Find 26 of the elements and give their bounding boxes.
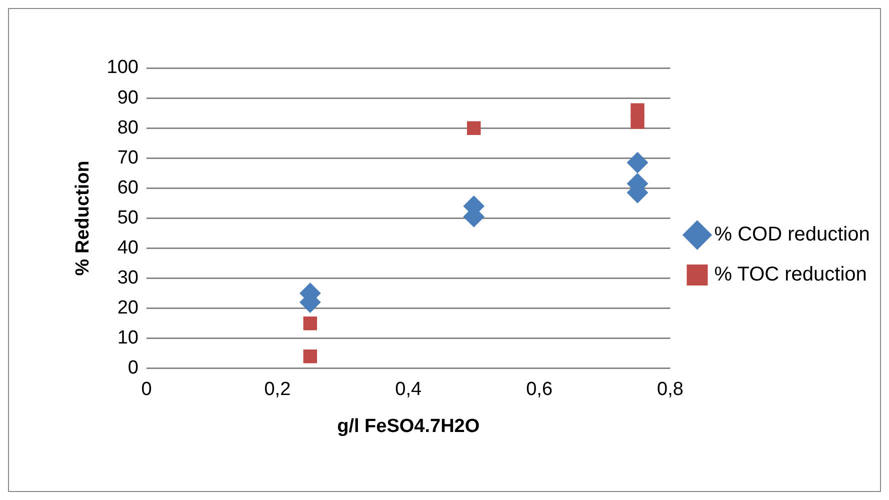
point: [630, 103, 644, 117]
y-tick-label: 20: [117, 298, 138, 319]
point: [303, 316, 318, 330]
y-tick-label: 0: [128, 358, 138, 379]
y-tick-label: 10: [117, 328, 138, 349]
x-tick-label: 0,2: [264, 379, 291, 400]
y-tick-label: 40: [117, 237, 138, 258]
y-tick-label: 100: [106, 57, 138, 78]
legend-label: % TOC reduction: [714, 264, 867, 286]
x-tick-label: 0: [141, 379, 152, 400]
y-tick-label: 80: [117, 117, 138, 138]
point: [627, 152, 648, 174]
y-axis-title: % Reduction: [72, 160, 94, 276]
y-tick-label: 60: [117, 177, 138, 198]
legend-label: % COD reduction: [714, 224, 870, 246]
point: [630, 115, 644, 129]
y-tick-label: 70: [117, 147, 138, 168]
x-tick-label: 0,4: [395, 379, 422, 400]
y-tick-label: 50: [117, 207, 138, 228]
x-tick-label: 0,6: [526, 379, 553, 400]
y-tick-label: 30: [117, 268, 138, 289]
point: [303, 350, 318, 364]
x-tick-label: 0,8: [657, 379, 684, 400]
point: [466, 121, 481, 135]
y-tick-label: 90: [117, 87, 138, 108]
x-axis-title: g/l FeSO4.7H2O: [337, 416, 480, 437]
